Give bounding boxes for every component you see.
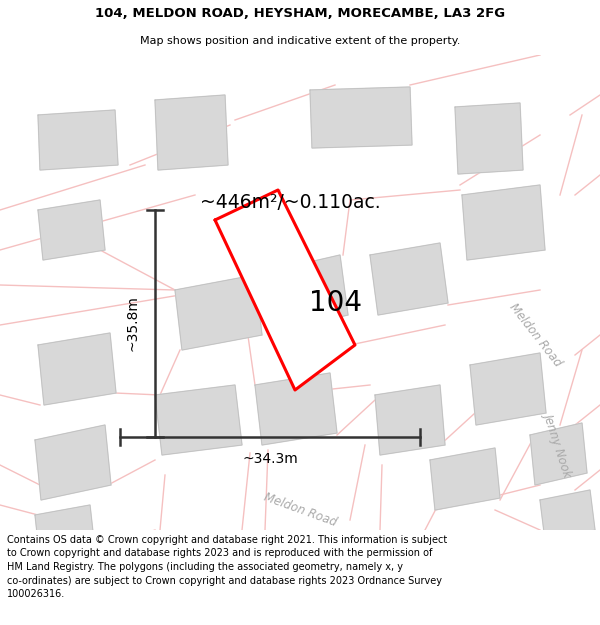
Polygon shape — [35, 425, 111, 500]
Text: ~446m²/~0.110ac.: ~446m²/~0.110ac. — [200, 194, 380, 213]
Text: Meldon Road: Meldon Road — [262, 491, 338, 529]
Text: ~35.8m: ~35.8m — [126, 296, 140, 351]
Polygon shape — [470, 353, 546, 425]
Polygon shape — [375, 385, 445, 455]
Polygon shape — [35, 505, 95, 560]
Polygon shape — [38, 200, 105, 260]
Text: 104: 104 — [308, 289, 361, 317]
Text: Jenny Nook: Jenny Nook — [542, 411, 574, 479]
Polygon shape — [38, 333, 116, 405]
Text: Contains OS data © Crown copyright and database right 2021. This information is : Contains OS data © Crown copyright and d… — [7, 535, 448, 599]
Polygon shape — [275, 255, 348, 330]
Polygon shape — [462, 185, 545, 260]
Polygon shape — [155, 95, 228, 170]
Polygon shape — [38, 110, 118, 170]
Polygon shape — [175, 275, 262, 350]
Polygon shape — [255, 373, 337, 445]
Polygon shape — [215, 190, 355, 390]
Polygon shape — [540, 490, 595, 540]
Polygon shape — [455, 103, 523, 174]
Text: ~34.3m: ~34.3m — [242, 452, 298, 466]
Text: Meldon Road: Meldon Road — [506, 301, 564, 369]
Text: 104, MELDON ROAD, HEYSHAM, MORECAMBE, LA3 2FG: 104, MELDON ROAD, HEYSHAM, MORECAMBE, LA… — [95, 8, 505, 20]
Text: Map shows position and indicative extent of the property.: Map shows position and indicative extent… — [140, 36, 460, 46]
Polygon shape — [530, 423, 587, 485]
Polygon shape — [370, 243, 448, 315]
Polygon shape — [310, 87, 412, 148]
Polygon shape — [155, 385, 242, 455]
Polygon shape — [430, 448, 500, 510]
